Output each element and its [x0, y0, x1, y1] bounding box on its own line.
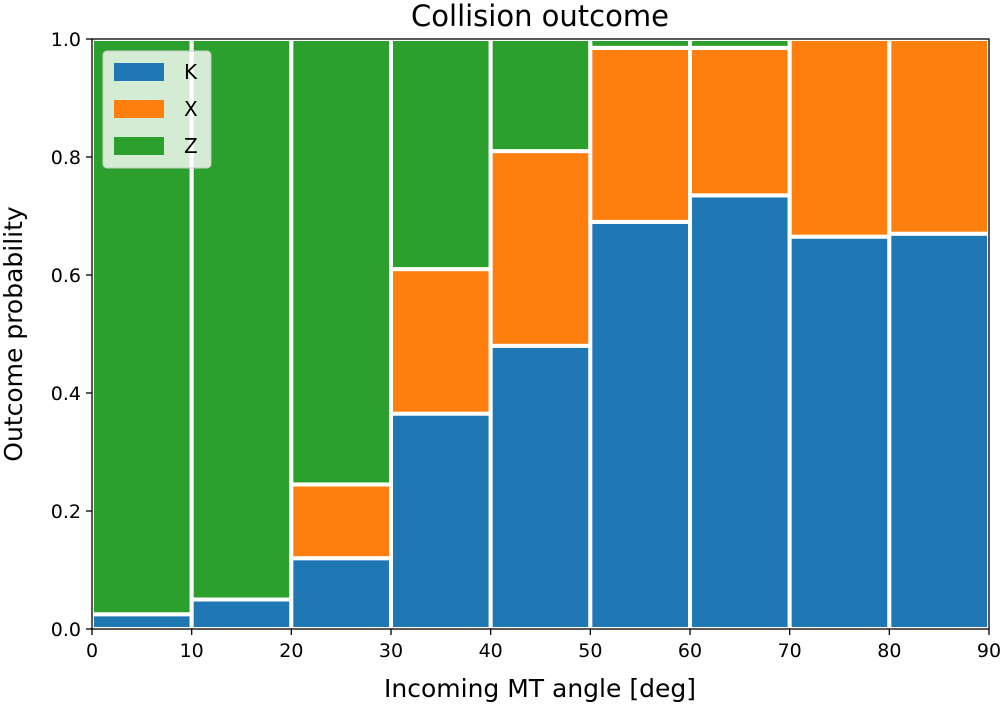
x-tick-label: 70: [778, 640, 802, 662]
x-tick-label: 30: [379, 640, 403, 662]
x-tick-label: 50: [578, 640, 602, 662]
bar-k-80-90: [887, 231, 991, 631]
bar-k-40-50: [488, 343, 593, 631]
x-tick-label: 40: [479, 640, 503, 662]
plot-frame: [91, 38, 990, 630]
x-tick-label: 60: [678, 640, 702, 662]
bar-k-0-10: [90, 612, 194, 631]
bar-x-40-50: [488, 149, 593, 348]
bar-z-30-40: [389, 37, 493, 272]
bar-k-50-60: [588, 219, 692, 631]
bar-x-80-90: [887, 37, 991, 236]
bar-x-70-80: [787, 37, 892, 239]
legend: KXZ: [102, 50, 212, 169]
legend-swatch-k: [114, 63, 164, 81]
x-tick-label: 90: [977, 640, 1001, 662]
bar-x-30-40: [389, 267, 493, 416]
bar-z-40-50: [488, 37, 593, 154]
bar-z-20-30: [289, 37, 394, 487]
x-axis-label: Incoming MT angle [deg]: [384, 674, 696, 703]
bar-z-60-70: [688, 37, 792, 50]
bar-k-70-80: [787, 234, 892, 631]
y-tick-label: 0.2: [51, 501, 81, 523]
bar-x-20-30: [289, 482, 394, 561]
y-tick-label: 0.0: [51, 619, 81, 641]
bar-k-10-20: [189, 597, 294, 631]
bar-x-50-60: [588, 45, 692, 224]
legend-label-x: X: [184, 97, 198, 121]
bar-z-50-60: [588, 37, 692, 50]
y-tick-label: 0.8: [51, 147, 81, 169]
bar-k-30-40: [389, 411, 493, 631]
y-tick-label: 1.0: [51, 29, 81, 51]
y-tick-label: 0.4: [51, 383, 81, 405]
legend-swatch-x: [114, 100, 164, 118]
x-tick-label: 20: [279, 640, 303, 662]
bar-k-60-70: [688, 193, 792, 631]
x-tick-label: 10: [180, 640, 204, 662]
x-axis: 0 10 20 30 40 50 60 70 80 90: [86, 629, 1001, 662]
y-axis-label: Outcome probability: [0, 206, 28, 462]
chart-title: Collision outcome: [411, 0, 669, 33]
legend-swatch-z: [114, 137, 164, 155]
y-axis: 0.0 0.2 0.4 0.6 0.8 1.0: [51, 29, 92, 641]
legend-label-k: K: [184, 60, 198, 84]
bar-x-60-70: [688, 45, 792, 198]
bar-k-20-30: [289, 556, 394, 632]
y-tick-label: 0.6: [51, 265, 81, 287]
x-tick-label: 80: [877, 640, 901, 662]
x-tick-label: 0: [86, 640, 98, 662]
legend-label-z: Z: [184, 134, 198, 158]
bars-group: [90, 37, 991, 632]
